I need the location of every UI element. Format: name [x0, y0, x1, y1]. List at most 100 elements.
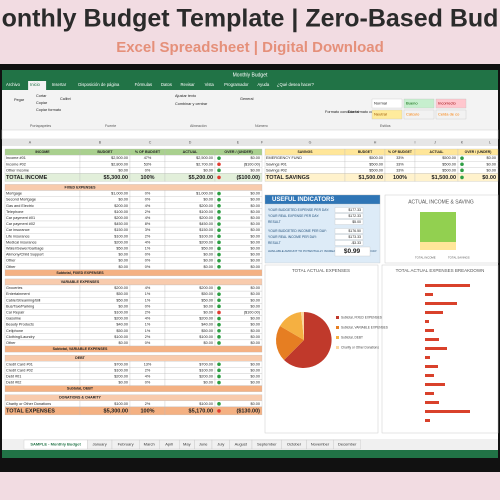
subtotal-label: Subtotal, VARIABLE EXPENSES	[53, 347, 108, 351]
status-icon	[217, 210, 221, 214]
status-icon	[217, 292, 221, 296]
ribbon-tab: Fórmulas	[135, 82, 152, 87]
cell-text: $1,000.00	[111, 192, 128, 196]
window-title: Monthly Budget	[233, 72, 268, 78]
sheet-tab-label: December	[338, 442, 357, 447]
cell-text: $50.00	[116, 292, 128, 296]
cell-text: $200.00	[199, 317, 213, 321]
cell-text: Income #01	[6, 156, 26, 160]
section-title: FIXED EXPENSES	[65, 185, 97, 189]
bar	[425, 293, 433, 296]
cell-text: $0.00	[250, 259, 260, 263]
cell-text: 0%	[145, 304, 151, 308]
ribbon-command: Copiar	[36, 101, 48, 105]
cell-text: $0.00	[203, 310, 213, 314]
cell-text: Charity or Other Donations	[6, 402, 51, 406]
status-icon	[217, 304, 221, 309]
indicator-value: $5.00	[352, 220, 361, 224]
cell-text: 33%	[396, 168, 404, 172]
cell-text: $0.00	[250, 192, 260, 196]
cell-text: $200.00	[199, 240, 213, 244]
indicator-value: $0.99	[344, 248, 361, 255]
ribbon-tab: Ayuda	[257, 82, 269, 87]
status-icon	[217, 298, 221, 303]
legend-entry: Charity or Other Donations	[341, 345, 379, 349]
cell-text: 1%	[145, 292, 151, 296]
column-letter: B	[99, 140, 102, 144]
cell-text: $2,700.00	[196, 162, 213, 166]
legend-entry: TOTAL SAVINGS	[448, 256, 470, 260]
cell-text: $0.00	[250, 246, 260, 250]
bar	[425, 383, 445, 386]
indicator-value-box	[334, 234, 364, 240]
cell-text: Beauty Products	[6, 323, 34, 327]
cell-text: ($100.00)	[244, 310, 261, 314]
legend-swatch	[336, 336, 339, 339]
cell-text: 1%	[145, 323, 151, 327]
ribbon-group: Número	[255, 124, 268, 128]
cell-text: $2,500.00	[111, 156, 128, 160]
status-icon	[217, 162, 221, 167]
ribbon-tab: Vista	[205, 82, 215, 87]
cell-text: $0.00	[118, 253, 128, 257]
section-header	[4, 184, 263, 191]
sheet-tab-label: October	[287, 442, 302, 447]
cell-text: Debt #01	[6, 374, 21, 378]
bar	[425, 374, 434, 377]
cell-text: $0.00	[203, 253, 213, 257]
saving-bar	[420, 242, 456, 250]
status-icon	[217, 175, 221, 180]
cell-text: $0.00	[203, 341, 213, 345]
style-swatch	[403, 98, 435, 109]
cell-text: ($100.00)	[236, 175, 260, 181]
indicator-value: $173.33	[348, 235, 361, 239]
cell-text: Savings #02	[266, 168, 287, 172]
sheet-tab-label: August	[235, 442, 248, 447]
column-letter: H	[374, 140, 377, 144]
cell-text: 2%	[145, 234, 151, 238]
cell-text: $200.00	[199, 374, 213, 378]
cell-text: Bus/Taxi/Parking	[6, 304, 34, 308]
chart-title: TOTAL ACTUAL EXPENSES	[292, 268, 350, 273]
cell-text: $0.00	[250, 362, 260, 366]
cell-text: 2%	[145, 335, 151, 339]
ribbon-tab: Inicio	[30, 82, 40, 87]
status-icon	[217, 156, 221, 160]
cell-text: $200.00	[114, 240, 128, 244]
cell-text: $0.00	[118, 259, 128, 263]
status-icon	[460, 156, 464, 160]
cell-text: ($130.00)	[236, 408, 260, 414]
subtotal-label: Subtotal, FIXED EXPENSES	[56, 271, 104, 275]
sheet-tab-label: SAMPLE - Monthly Budget	[30, 442, 81, 447]
cell-text: $0.00	[250, 253, 260, 257]
cell-text: Credit Card #01	[6, 362, 33, 366]
cell-text: $100.00	[199, 210, 213, 214]
status-icon	[217, 380, 221, 385]
active-tab	[28, 81, 47, 90]
ribbon-command: Dar formato como tabla	[348, 110, 389, 114]
cell-text: ($100.00)	[244, 162, 261, 166]
cell-text: 4%	[145, 286, 151, 290]
cell-text: 0%	[145, 168, 151, 172]
style-name: Incorrecto	[438, 101, 457, 106]
cell-text: 4%	[145, 317, 151, 321]
formula-bar	[1, 129, 499, 140]
cell-text: $5,300.00	[104, 175, 128, 181]
section-title: DONATIONS & CHARITY	[59, 396, 101, 400]
subtotal-label: Subtotal, DEBT	[67, 387, 94, 391]
tab-bar	[2, 80, 498, 90]
ribbon-tab: Datos	[161, 82, 172, 87]
bar	[425, 320, 429, 323]
cell-text: $150.00	[114, 228, 128, 232]
style-swatch	[371, 98, 403, 109]
cell-text: $0.00	[203, 265, 213, 269]
column-letter: I	[415, 140, 416, 144]
cell-text: $0.00	[203, 259, 213, 263]
cell-text: $200.00	[114, 216, 128, 220]
cell-text: $50.00	[201, 329, 213, 333]
cell-text: $200.00	[114, 317, 128, 321]
cell-text: $40.00	[201, 323, 213, 327]
indicator-label: YOUR REAL EXPENSE PER DAY:	[268, 214, 319, 218]
pie	[276, 311, 332, 368]
sheet-tab	[333, 439, 361, 450]
